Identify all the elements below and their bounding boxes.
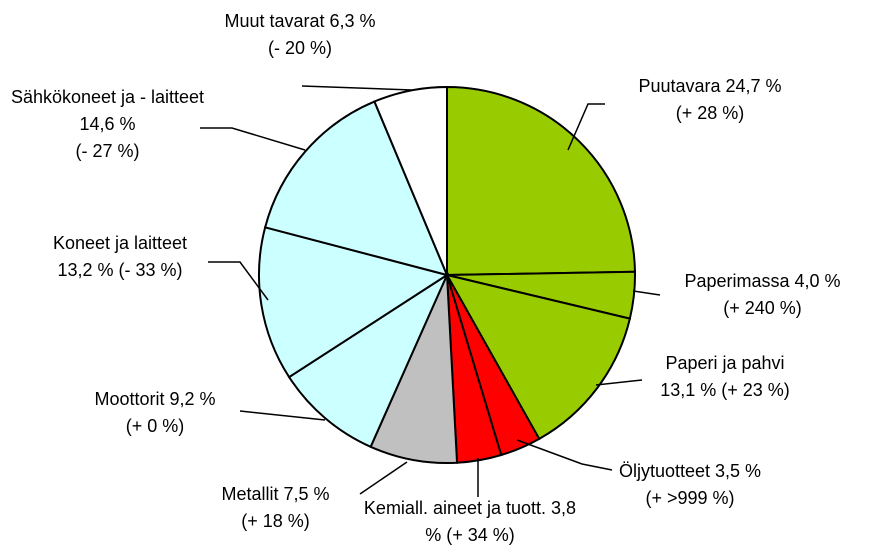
leader-line [516,439,613,471]
label-name: Paperi ja pahvi [665,353,785,373]
label-name: Koneet ja laitteet [52,233,188,253]
label-change: (+ 240 %) [723,298,802,318]
label-value: 3,8 % [425,498,577,545]
leader-line [200,127,306,151]
label-change: (+ 23 %) [721,380,790,400]
leader-line [595,379,643,386]
label-value: 7,5 % [283,484,330,504]
pie-slice [446,85,636,277]
label-name: Muut tavarat [224,11,325,31]
label-name: Kemiall. aineet ja tuott. [363,498,547,518]
leader-line [359,461,408,495]
pie-slice [445,273,632,441]
label-change: (+ 34 %) [446,525,515,545]
leader-line [239,410,326,421]
label-name: Metallit [221,484,279,504]
slice-label: Öljytuotteet 3,5 % (+ >999 %) [590,458,790,512]
pie-slice [373,85,448,276]
slice-label: Moottorit 9,2 % (+ 0 %) [65,386,245,440]
slice-label: Paperimassa 4,0 % (+ 240 %) [655,268,870,322]
label-value: 9,2 % [169,389,216,409]
label-name: Sähkökoneet ja - laitteet [10,87,205,107]
slice-label: Paperi ja pahvi 13,1 % (+ 23 %) [620,350,830,404]
label-change: (+ 0 %) [125,416,185,436]
leader-line [567,103,605,151]
slice-label: Sähkökoneet ja - laitteet 14,6 % (- 27 %… [5,84,210,165]
label-value: 3,5 % [715,461,762,481]
label-value: 14,6 % [79,114,136,134]
label-change: (+ 18 %) [241,511,310,531]
leader-line [301,85,413,91]
pie-slice [263,100,449,277]
slice-label: Kemiall. aineet ja tuott. 3,8 % (+ 34 %) [355,495,585,549]
leader-line [208,261,269,301]
label-value: 24,7 % [725,76,782,96]
label-value: 4,0 % [794,271,841,291]
label-name: Puutavara [638,76,721,96]
slice-label: Koneet ja laitteet 13,2 % (- 33 %) [20,230,220,284]
label-change: (- 20 %) [267,38,332,58]
slice-label: Muut tavarat 6,3 % (- 20 %) [185,8,415,62]
label-value: 6,3 % [329,11,376,31]
label-change: (- 27 %) [75,141,140,161]
label-change: (- 33 %) [118,260,183,280]
slice-label: Metallit 7,5 % (+ 18 %) [188,481,363,535]
label-name: Öljytuotteet [618,461,710,481]
label-change: (+ 28 %) [675,103,745,123]
slice-label: Puutavara 24,7 % (+ 28 %) [600,73,820,127]
label-change: (+ >999 %) [645,488,735,508]
label-value: 13,1 % [660,380,717,400]
label-value: 13,2 % [57,260,114,280]
pie-slice [258,226,450,379]
leader-line [632,290,661,296]
label-name: Paperimassa [684,271,790,291]
pie-slice [287,272,450,449]
label-name: Moottorit [94,389,165,409]
